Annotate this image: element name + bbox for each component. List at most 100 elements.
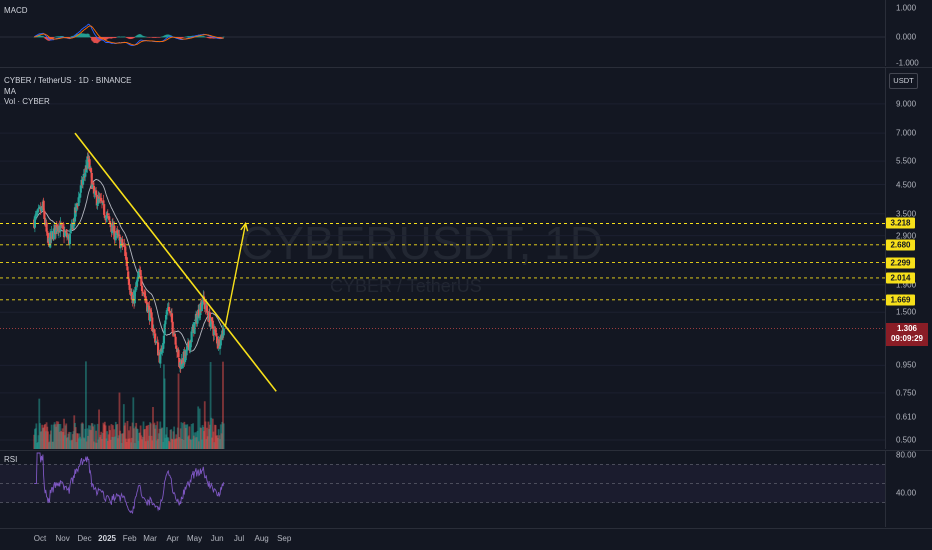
level-price-label: 2.299 (886, 257, 915, 269)
volume-bar (155, 425, 157, 449)
volume-bar (95, 430, 98, 449)
macd-histogram-bar (133, 37, 135, 38)
time-axis-label: Jul (233, 534, 245, 543)
macd-pane[interactable]: MACD (0, 0, 885, 66)
candle-body (171, 321, 174, 333)
price-axis[interactable] (885, 68, 932, 449)
candle-body (196, 315, 199, 324)
candle-body (96, 203, 99, 207)
candle-body (40, 206, 43, 211)
volume-bar (222, 361, 224, 449)
price-tick: 9.000 (896, 99, 917, 109)
candle-body (81, 179, 85, 185)
candle-body (165, 312, 168, 314)
candle-body (140, 285, 144, 292)
pane-separator[interactable] (0, 450, 932, 451)
time-axis-label: Dec (77, 534, 92, 543)
candle-body (198, 315, 201, 318)
candle-body (60, 222, 63, 226)
rsi-pane[interactable]: RSI (0, 451, 885, 527)
candle-body (122, 245, 125, 247)
price-legend: CYBER / TetherUS · 1D · BINANCE MA Vol ·… (4, 76, 131, 108)
volume-bar (188, 426, 191, 449)
candle-body (129, 290, 132, 295)
macd-axis[interactable] (885, 0, 932, 66)
candle-body (181, 363, 184, 366)
volume-bar (136, 429, 139, 449)
candle-body (127, 278, 131, 285)
candle-body (169, 311, 172, 314)
candle-body (190, 331, 193, 343)
candle-body (166, 308, 169, 312)
candle-body (135, 285, 138, 287)
macd-legend: MACD (4, 6, 28, 15)
time-axis-label: Sep (277, 534, 292, 543)
volume-bar (161, 427, 164, 449)
candle-body (108, 216, 111, 220)
rsi-band (0, 464, 885, 503)
macd-histogram-bar (88, 35, 91, 38)
volume-bar (126, 421, 129, 449)
volume-bar (47, 431, 49, 449)
macd-histogram-bar (115, 37, 117, 38)
macd-histogram-bar (69, 37, 71, 38)
price-plot (0, 103, 885, 449)
candle-body (197, 309, 201, 318)
volume-bar (118, 392, 121, 449)
symbol-title[interactable]: CYBER / TetherUS · 1D · BINANCE (4, 76, 132, 85)
candle-body (108, 220, 112, 224)
volume-bar (129, 426, 132, 449)
price-pane[interactable]: CYBERUSDT, 1D CYBER / TetherUS CYBER / T… (0, 68, 885, 449)
current-price: 1.306 (896, 324, 918, 334)
volume-bar (181, 423, 184, 449)
candle-body (106, 213, 109, 215)
macd-plot (0, 23, 885, 47)
candle-body (64, 232, 67, 234)
candle-body (42, 200, 45, 211)
candle-body (165, 314, 168, 320)
candle-body (113, 237, 117, 239)
candle-body (105, 214, 109, 217)
candle-body (43, 210, 46, 220)
volume-legend[interactable]: Vol · CYBER (4, 97, 50, 106)
candle-body (97, 196, 101, 199)
candle-body (115, 231, 118, 236)
candle-body (128, 284, 131, 290)
rsi-axis[interactable] (885, 451, 932, 527)
volume-bar (92, 426, 95, 449)
candle-body (55, 224, 58, 231)
pane-separator[interactable] (0, 67, 932, 68)
candle-body (113, 225, 116, 240)
candle-body (213, 329, 217, 331)
candle-body (181, 360, 184, 365)
time-axis-label: Apr (166, 534, 179, 543)
volume-bar (173, 426, 176, 449)
volume-bar (163, 378, 166, 449)
candle-body (92, 183, 95, 185)
volume-bar (212, 431, 215, 449)
candle-body (130, 292, 133, 300)
candle-body (95, 194, 98, 206)
time-axis[interactable]: Oct Nov Dec 2025 Feb Mar Apr May Jun Jul Aug Sep (0, 529, 885, 550)
candle-body (124, 246, 127, 257)
candle-body (123, 244, 126, 247)
currency-button[interactable]: USDT (889, 73, 918, 89)
descending-trendline (74, 132, 277, 392)
candle-body (151, 317, 154, 331)
ma-legend[interactable]: MA (4, 86, 16, 96)
candle-body (189, 340, 192, 351)
candle-body (61, 224, 64, 226)
volume-bar (69, 432, 72, 449)
time-axis-label: Nov (55, 534, 70, 543)
candle-body (143, 292, 146, 295)
candle-body (92, 185, 96, 194)
level-price-label: 1.669 (886, 294, 915, 306)
macd-histogram-bar (53, 37, 55, 38)
candle-body (214, 330, 217, 333)
candle-body (208, 312, 211, 327)
candle-body (52, 228, 55, 240)
candle-body (75, 203, 78, 212)
candle-body (73, 207, 77, 222)
rsi-legend: RSI (4, 455, 18, 464)
candle-body (76, 204, 79, 206)
